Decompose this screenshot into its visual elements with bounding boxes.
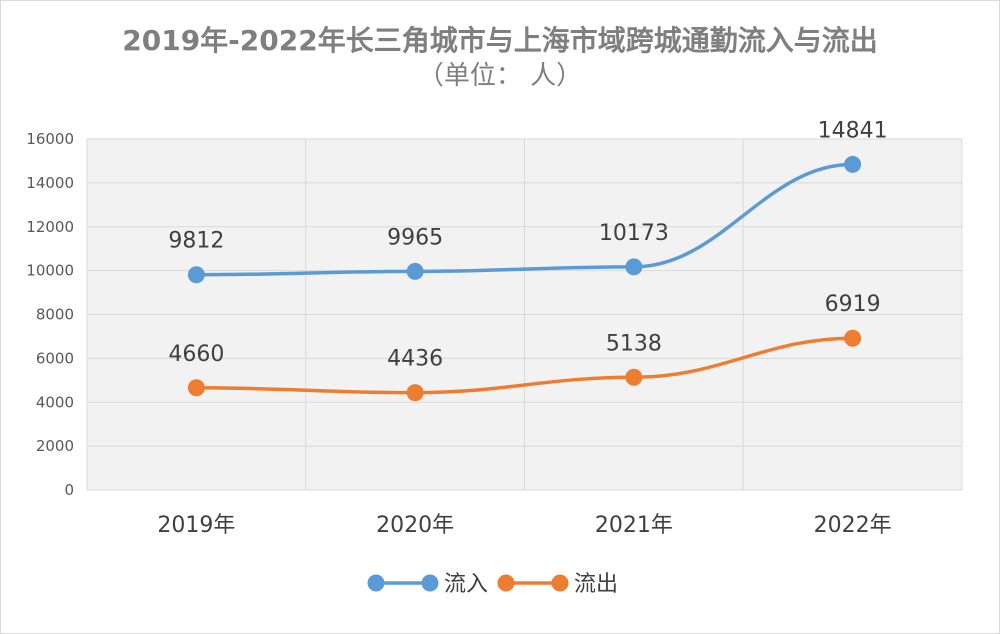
chart-title: 2019年-2022年长三角城市与上海市域跨城通勤流入与流出 (122, 24, 878, 57)
legend-marker (497, 574, 515, 592)
y-tick-label: 2000 (36, 437, 74, 455)
y-tick-label: 4000 (36, 393, 74, 411)
x-tick-label: 2022年 (814, 513, 892, 538)
data-label: 14841 (818, 118, 888, 143)
y-tick-label: 0 (64, 481, 74, 499)
legend-marker (421, 574, 439, 592)
series-line-2 (196, 336, 853, 395)
data-label: 4436 (387, 347, 443, 372)
data-point (625, 368, 643, 386)
legend-marker (551, 574, 569, 592)
y-tick-label: 10000 (26, 262, 74, 280)
data-point (406, 384, 424, 402)
data-label: 4660 (168, 342, 224, 367)
x-tick-label: 2021年 (595, 513, 673, 538)
data-label: 9812 (168, 229, 224, 254)
y-tick-label: 8000 (36, 306, 74, 324)
y-tick-label: 6000 (36, 349, 74, 367)
series-line-1 (196, 162, 853, 277)
legend-marker (367, 574, 385, 592)
data-label: 9965 (387, 225, 443, 250)
x-tick-label: 2019年 (157, 513, 235, 538)
x-tick-label: 2020年 (376, 513, 454, 538)
data-label: 5138 (606, 331, 662, 356)
data-point (187, 266, 205, 284)
data-point (844, 155, 862, 173)
data-point (625, 258, 643, 276)
legend-label: 流入 (444, 572, 488, 597)
chart-subtitle: （单位： 人） (417, 61, 583, 91)
legend-label: 流出 (574, 572, 618, 597)
y-tick-label: 14000 (26, 174, 74, 192)
data-point (844, 329, 862, 347)
y-tick-label: 16000 (26, 130, 74, 148)
y-tick-label: 12000 (26, 218, 74, 236)
data-point (406, 262, 424, 280)
data-label: 6919 (825, 292, 881, 317)
data-label: 10173 (599, 221, 669, 246)
data-point (187, 379, 205, 397)
